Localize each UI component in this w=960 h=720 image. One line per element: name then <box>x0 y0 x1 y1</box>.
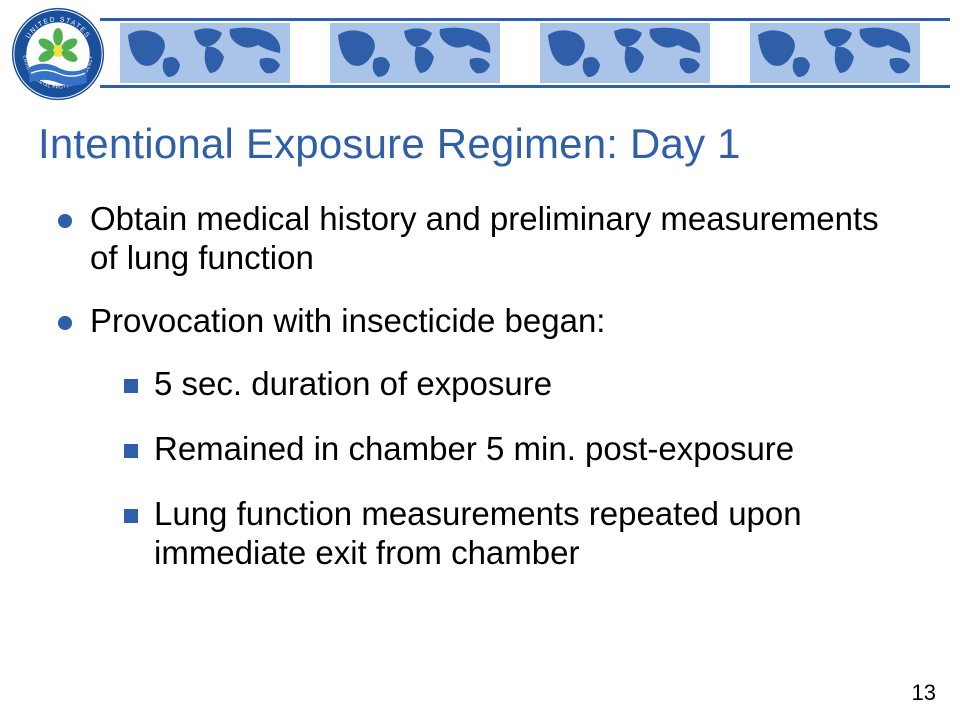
page-number: 13 <box>912 680 936 706</box>
world-map-tile-4 <box>750 23 920 83</box>
bullet-item: Provocation with insecticide began: <box>38 302 900 341</box>
sub-bullet-item: Lung function measurements repeated upon… <box>124 495 900 573</box>
bullet-text: Lung function measurements repeated upon… <box>154 495 900 573</box>
bullet-marker-square-icon <box>124 509 138 523</box>
bullet-marker-circle-icon <box>58 316 72 330</box>
slide-title: Intentional Exposure Regimen: Day 1 <box>38 120 940 168</box>
bullet-marker-square-icon <box>124 379 138 393</box>
world-map-tile-2 <box>330 23 500 83</box>
world-map-tile-1 <box>120 23 290 83</box>
bullet-text: Obtain medical history and preliminary m… <box>90 200 900 278</box>
slide-content: Obtain medical history and preliminary m… <box>38 200 900 599</box>
bullet-item: Obtain medical history and preliminary m… <box>38 200 900 278</box>
bullet-text: 5 sec. duration of exposure <box>154 365 552 404</box>
sub-bullet-item: Remained in chamber 5 min. post-exposure <box>124 430 900 469</box>
bullet-text: Remained in chamber 5 min. post-exposure <box>154 430 794 469</box>
header-banner <box>100 18 950 88</box>
sub-bullet-item: 5 sec. duration of exposure <box>124 365 900 404</box>
bullet-marker-circle-icon <box>58 214 72 228</box>
bullet-text: Provocation with insecticide began: <box>90 302 605 341</box>
epa-seal-icon: UNITED STATES ENVIRONMENTAL PROTECTION A… <box>10 6 106 102</box>
world-map-tile-3 <box>540 23 710 83</box>
bullet-marker-square-icon <box>124 444 138 458</box>
